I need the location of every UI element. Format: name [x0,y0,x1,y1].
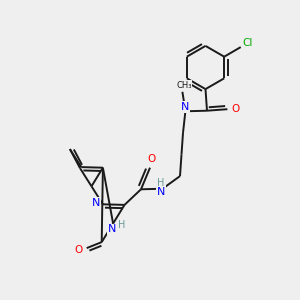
Text: N: N [181,102,190,112]
Text: N: N [157,187,165,197]
Text: CH₃: CH₃ [176,81,192,90]
Text: N: N [107,224,116,235]
Text: O: O [231,104,240,114]
Text: Cl: Cl [242,38,253,48]
Text: O: O [74,244,83,255]
Text: H: H [158,178,165,188]
Text: N: N [92,198,100,208]
Text: O: O [147,154,156,164]
Text: H: H [118,220,126,230]
